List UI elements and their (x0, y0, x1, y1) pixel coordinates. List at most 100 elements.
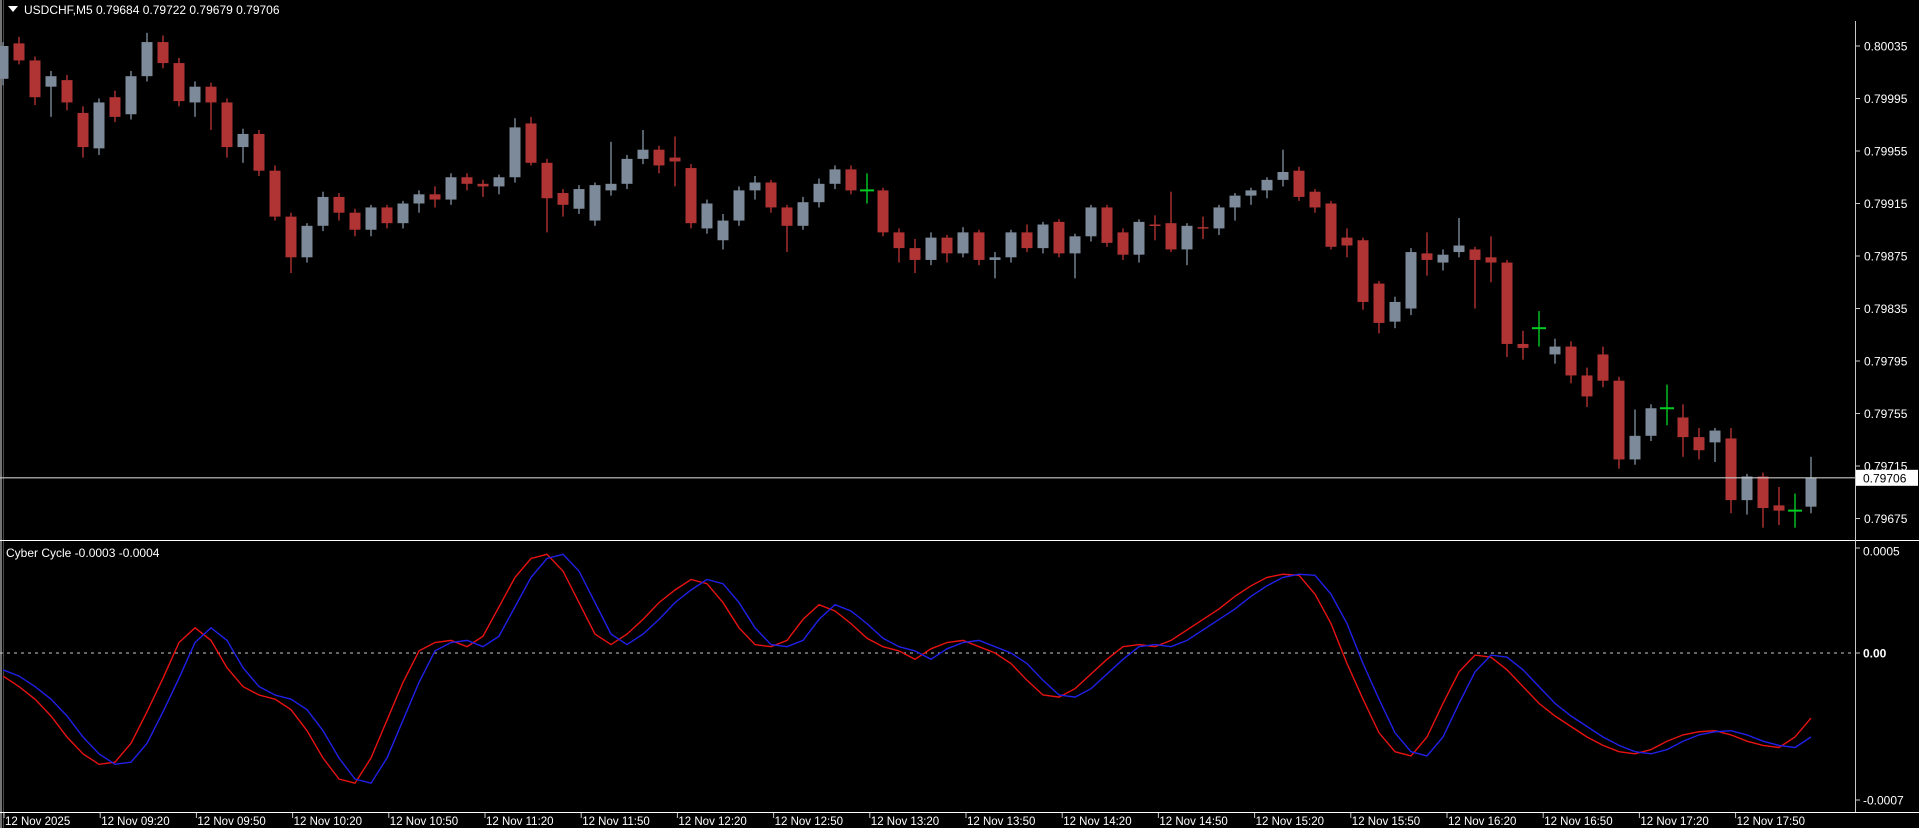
candle-body (701, 203, 713, 229)
candle-body (93, 102, 105, 149)
candle-body (1037, 224, 1049, 249)
candle-body (1309, 191, 1321, 208)
candle-body (1517, 343, 1529, 348)
candle-body (797, 202, 809, 226)
candle-body (1453, 245, 1465, 253)
candle-body (221, 102, 233, 148)
indicator-axis-label: 0.00 (1863, 647, 1887, 661)
cyber-cycle-line (2, 553, 1812, 785)
time-axis-label: 12 Nov 16:20 (1448, 816, 1516, 828)
candle-body (445, 177, 457, 200)
time-axis-label: 12 Nov 13:20 (871, 816, 939, 828)
candle-body (381, 207, 393, 224)
price-axis-label: 0.79715 (1864, 460, 1908, 474)
time-axis-label: 12 Nov 17:20 (1640, 816, 1708, 828)
candle-body (653, 149, 665, 166)
price-axis-label: 0.79955 (1864, 145, 1908, 159)
candle-body (237, 133, 249, 148)
candle-body (1565, 346, 1577, 376)
candle-body (1709, 430, 1721, 443)
candle-body (173, 63, 185, 102)
candle-body (733, 190, 745, 221)
candle-body (1805, 477, 1817, 507)
price-axis-label: 0.79755 (1864, 407, 1908, 421)
candle-body (365, 207, 377, 230)
time-axis-label: 12 Nov 17:50 (1737, 816, 1805, 828)
candle-body (45, 76, 57, 87)
candle-body (461, 177, 473, 184)
candle-body (285, 216, 297, 258)
time-axis-label: 12 Nov 13:50 (967, 816, 1035, 828)
candle-body (1357, 240, 1369, 302)
candle-body (1245, 190, 1257, 196)
main-chart-pane[interactable] (0, 32, 1817, 528)
candle-body (877, 190, 889, 233)
candle-body (429, 194, 441, 200)
candle-body (477, 183, 489, 187)
candle-body (829, 169, 841, 184)
candle-body (1469, 249, 1481, 260)
candle-body (1501, 262, 1513, 344)
cyber-trigger-line (2, 553, 1812, 785)
time-axis-label: 12 Nov 14:20 (1063, 816, 1131, 828)
candle-body (109, 97, 121, 117)
indicator-axis-label: -0.0007 (1863, 794, 1904, 808)
candle-body (1213, 207, 1225, 229)
candle-body (781, 207, 793, 226)
candle-body (157, 42, 169, 64)
candle-body (1677, 417, 1689, 438)
time-axis-label: 12 Nov 14:50 (1159, 816, 1227, 828)
candle-body (1197, 227, 1209, 229)
candle-body (77, 112, 89, 148)
candle-body (189, 86, 201, 103)
candle-body (0, 46, 9, 79)
price-axis-label: 0.80035 (1864, 40, 1908, 54)
candle-body (845, 169, 857, 191)
candle-body (61, 80, 73, 103)
candle-body (13, 43, 25, 61)
time-axis-label: 12 Nov 15:20 (1256, 816, 1324, 828)
candle-body (317, 196, 329, 226)
time-axis[interactable]: 12 Nov 2025 12 Nov 09:20 12 Nov 09:50 12 No… (3, 813, 1805, 828)
candle-body (1645, 408, 1657, 436)
indicator-axis[interactable]: 0.0005 0.00 -0.0007 (1855, 545, 1904, 808)
candle-body (1325, 203, 1337, 247)
candle-body (685, 168, 697, 224)
time-axis-label: 12 Nov 11:20 (486, 816, 554, 828)
candle-body (269, 170, 281, 217)
candle-body (349, 212, 361, 230)
candle-body (541, 162, 553, 199)
chart-header: USDCHF,M5 0.79684 0.79722 0.79679 0.7970… (8, 3, 280, 17)
candle-body (1581, 375, 1593, 397)
candle-body (1597, 354, 1609, 381)
candle-body (1165, 223, 1177, 250)
candle-body (125, 76, 137, 115)
price-axis-label: 0.79995 (1864, 92, 1908, 106)
candle-body (29, 60, 41, 98)
time-axis-label: 12 Nov 12:50 (775, 816, 843, 828)
time-axis-label: 12 Nov 10:50 (390, 816, 458, 828)
candle-body (909, 248, 921, 260)
candle-body (1437, 254, 1449, 263)
candle-body (253, 133, 265, 171)
candle-body (1629, 435, 1641, 460)
candle-body (557, 193, 569, 205)
indicator-pane[interactable] (0, 553, 1855, 785)
price-axis[interactable]: 0.80035 0.79995 0.79955 0.79915 0.79875 0.798… (1855, 40, 1908, 527)
candle-body (397, 203, 409, 224)
indicator-axis-label: 0.0005 (1863, 545, 1900, 559)
candle-body (893, 232, 905, 249)
time-axis-label: 12 Nov 10:20 (294, 816, 362, 828)
candle-body (1613, 380, 1625, 460)
time-axis-label: 12 Nov 09:50 (197, 816, 265, 828)
symbol-dropdown-icon[interactable] (8, 6, 18, 12)
candle-body (1149, 224, 1161, 226)
candle-body (1053, 221, 1065, 254)
candle-body (205, 86, 217, 103)
chart-title-ohlc: USDCHF,M5 0.79684 0.79722 0.79679 0.7970… (24, 3, 280, 17)
candle-body (1741, 476, 1753, 501)
candle-body (1341, 237, 1353, 246)
current-price-badge (1856, 469, 1918, 486)
